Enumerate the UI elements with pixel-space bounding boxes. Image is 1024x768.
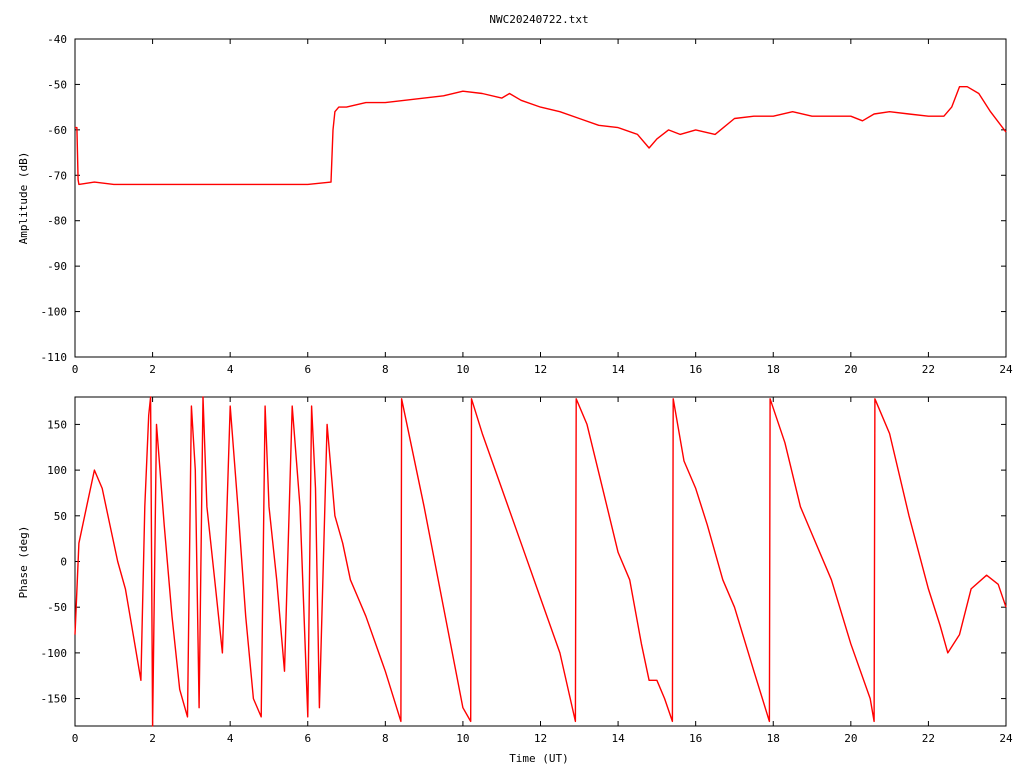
phase-y-tick-label: -100 [41, 647, 68, 660]
amplitude-plot-frame [74, 38, 1007, 358]
phase-y-tick-label: 100 [47, 464, 67, 477]
phase-x-tick-label: 14 [611, 732, 625, 745]
phase-plot-frame [74, 396, 1007, 727]
amplitude-y-tick-label: -50 [47, 78, 67, 91]
amplitude-y-tick-label: -40 [47, 33, 67, 46]
amplitude-x-tick-label: 24 [999, 363, 1013, 376]
amplitude-x-tick-label: 10 [456, 363, 469, 376]
phase-y-tick-label: 0 [60, 556, 67, 569]
amplitude-x-tick-label: 12 [534, 363, 547, 376]
amplitude-y-tick-label: -110 [41, 351, 68, 364]
amplitude-chart: NWC20240722.txt Amplitude (dB) 0 2 4 6 8 10 12… [17, 13, 1013, 376]
phase-y-tick-label: 150 [47, 418, 67, 431]
phase-y-tick-label: 50 [54, 510, 67, 523]
phase-x-tick-label: 0 [72, 732, 79, 745]
phase-series [74, 396, 1007, 727]
chart-title: NWC20240722.txt [489, 13, 588, 26]
amplitude-y-tick-label: -80 [47, 215, 67, 228]
phase-x-tick-label: 16 [689, 732, 702, 745]
phase-x-tick-label: 10 [456, 732, 469, 745]
amplitude-y-tick-label: -100 [41, 306, 68, 319]
amplitude-x-tick-label: 16 [689, 363, 702, 376]
amplitude-x-tick-label: 14 [611, 363, 625, 376]
x-axis-label: Time (UT) [509, 752, 569, 765]
amplitude-series-line [75, 85, 1007, 186]
amplitude-y-axis-label: Amplitude (dB) [17, 152, 30, 245]
phase-x-tick-label: 18 [767, 732, 780, 745]
phase-x-tick-label: 6 [304, 732, 311, 745]
amplitude-x-tick-label: 6 [304, 363, 311, 376]
phase-x-tick-label: 20 [844, 732, 857, 745]
amplitude-x-tick-label: 2 [149, 363, 156, 376]
amplitude-x-tick-label: 20 [844, 363, 857, 376]
amplitude-x-tick-label: 4 [227, 363, 234, 376]
phase-y-tick-label: -50 [47, 601, 67, 614]
phase-x-tick-label: 24 [999, 732, 1013, 745]
amplitude-series [75, 85, 1007, 186]
phase-x-tick-label: 4 [227, 732, 234, 745]
phase-series-line [74, 396, 1007, 727]
phase-y-tick-label: -150 [41, 693, 68, 706]
phase-x-tick-label: 12 [534, 732, 547, 745]
amplitude-y-tick-label: -70 [47, 169, 67, 182]
phase-x-tick-label: 22 [922, 732, 935, 745]
amplitude-x-tick-label: 18 [767, 363, 780, 376]
amplitude-y-tick-label: -90 [47, 260, 67, 273]
amplitude-x-tick-label: 22 [922, 363, 935, 376]
amplitude-x-tick-label: 0 [72, 363, 79, 376]
amplitude-ticks: 0 2 4 6 8 10 12 14 16 18 20 22 24-40-50-60-70-80-90-… [41, 33, 1013, 376]
phase-x-tick-label: 8 [382, 732, 389, 745]
phase-ticks: 0 2 4 6 8 10 12 14 16 18 20 22 24150100500-50-100-15… [41, 397, 1013, 745]
amplitude-x-tick-label: 8 [382, 363, 389, 376]
phase-x-tick-label: 2 [149, 732, 156, 745]
amplitude-y-tick-label: -60 [47, 124, 67, 137]
phase-y-axis-label: Phase (deg) [17, 526, 30, 599]
phase-chart: Phase (deg) Time (UT) 0 2 4 6 8 10 12 14 16 18 20 2… [17, 396, 1013, 765]
